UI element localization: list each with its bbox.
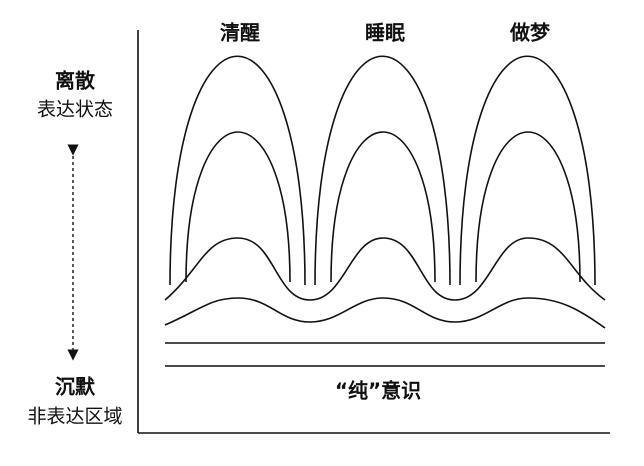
outer-arch — [314, 55, 451, 286]
state-label: 睡眠 — [365, 21, 405, 45]
state-label: 做梦 — [509, 21, 551, 45]
bottom-title: 沉默 — [55, 375, 96, 399]
base-label: “纯”意识 — [335, 379, 421, 403]
outer-arch — [169, 55, 306, 286]
top-subtitle: 表达状态 — [37, 99, 113, 121]
inner-arch — [330, 131, 436, 283]
bottom-subtitle: 非表达区域 — [27, 406, 122, 428]
top-title: 离散 — [55, 69, 96, 93]
inner-arch — [185, 131, 291, 283]
wave — [164, 297, 606, 329]
outer-arch — [459, 55, 596, 286]
wave — [164, 237, 606, 301]
inner-arch — [475, 131, 581, 283]
state-label: 清醒 — [220, 21, 260, 45]
